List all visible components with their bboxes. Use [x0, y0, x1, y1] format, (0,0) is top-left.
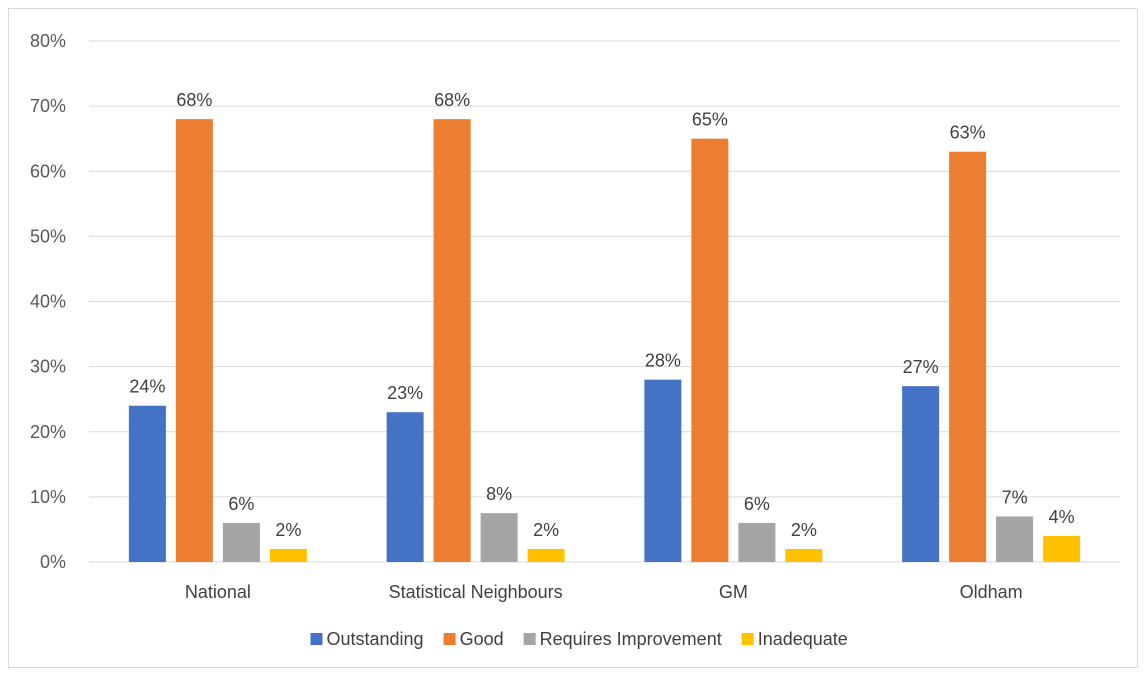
y-tick-label: 40%	[30, 292, 66, 312]
y-tick-label: 50%	[30, 226, 66, 246]
y-tick-label: 80%	[30, 31, 66, 51]
data-label: 63%	[950, 123, 986, 143]
x-tick-label: Statistical Neighbours	[389, 582, 563, 602]
x-tick-label: Oldham	[960, 582, 1023, 602]
bar	[738, 522, 776, 562]
data-label: 2%	[791, 520, 817, 540]
bar	[386, 412, 424, 562]
y-tick-label: 0%	[40, 552, 66, 572]
bar	[644, 379, 682, 562]
data-label: 2%	[533, 520, 559, 540]
data-label: 24%	[129, 377, 165, 397]
legend-swatch	[741, 633, 754, 645]
data-label: 65%	[692, 110, 728, 130]
bar	[785, 548, 823, 562]
y-tick-label: 10%	[30, 487, 66, 507]
legend-item-label: Inadequate	[758, 629, 848, 649]
data-label: 6%	[744, 494, 770, 514]
y-tick-label: 30%	[30, 357, 66, 377]
bar	[480, 513, 518, 562]
data-label: 23%	[387, 383, 423, 403]
x-tick-label: National	[185, 582, 251, 602]
data-label: 68%	[176, 90, 212, 110]
legend-item-label: Good	[460, 629, 504, 649]
bar	[175, 119, 213, 563]
data-label: 6%	[228, 494, 254, 514]
legend-swatch	[310, 633, 323, 645]
legend-swatch	[523, 633, 536, 645]
bar	[269, 548, 307, 562]
bar	[222, 522, 260, 562]
bar	[996, 516, 1034, 562]
data-label: 8%	[486, 484, 512, 504]
bar	[691, 138, 729, 562]
bar	[949, 151, 987, 562]
bar	[1043, 535, 1081, 562]
y-tick-label: 60%	[30, 161, 66, 181]
legend-item-label: Requires Improvement	[540, 629, 722, 649]
bar	[433, 119, 471, 563]
y-tick-label: 20%	[30, 422, 66, 442]
bar	[527, 548, 565, 562]
legend-item-label: Outstanding	[327, 629, 424, 649]
data-label: 28%	[645, 351, 681, 371]
data-label: 2%	[275, 520, 301, 540]
bar	[128, 405, 166, 562]
x-tick-label: GM	[719, 582, 748, 602]
data-label: 68%	[434, 90, 470, 110]
data-label: 4%	[1049, 507, 1075, 527]
data-label: 7%	[1002, 487, 1028, 507]
data-label: 27%	[903, 357, 939, 377]
legend-swatch	[443, 633, 456, 645]
y-tick-label: 70%	[30, 96, 66, 116]
bar	[902, 386, 940, 562]
